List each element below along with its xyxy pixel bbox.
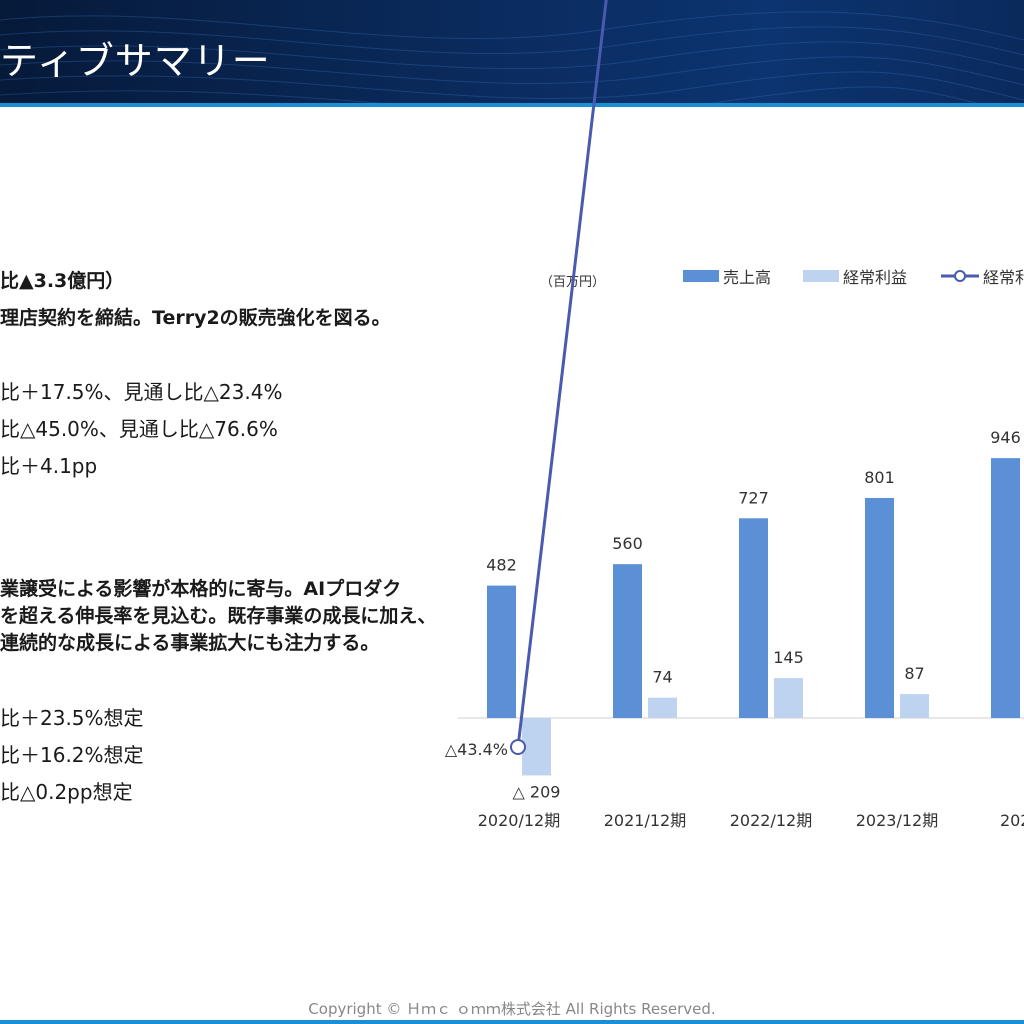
- section1-bullet-2: 比△45.0%、見通し比△76.6%: [0, 417, 278, 441]
- bar-sales-3: [865, 497, 894, 718]
- bar-sales-2: [739, 518, 768, 718]
- x-tick-1: 2021/12期: [604, 811, 686, 830]
- x-tick-4: 2024/: [1000, 811, 1024, 830]
- bar-profit-0: [522, 718, 551, 776]
- bar-sales-4: [991, 458, 1020, 718]
- label-sales-0: 482: [486, 556, 517, 575]
- bar-profit-3: [900, 694, 929, 718]
- section1-heading: 比▲3.3億円）: [0, 270, 125, 292]
- section2-bullet-1: 比＋23.5%想定: [0, 706, 144, 730]
- label-sales-4: 946: [990, 428, 1021, 447]
- label-profit-2: 145: [773, 648, 804, 667]
- section2-bullet-3: 比△0.2pp想定: [0, 780, 133, 804]
- x-tick-3: 2023/12期: [856, 811, 938, 830]
- label-profit-1: 74: [652, 668, 672, 687]
- section1-bullet-3: 比＋4.1pp: [0, 454, 98, 478]
- header-accent-line: [0, 103, 1024, 107]
- section1-bullet-1: 比＋17.5%、見通し比△23.4%: [0, 380, 283, 404]
- section2-line-2: を超える伸長率を見込む。既存事業の成長に加え、: [0, 605, 437, 627]
- label-sales-1: 560: [612, 534, 643, 553]
- legend-label-sales: 売上高: [723, 268, 771, 287]
- bar-profit-2: [774, 678, 803, 718]
- line-ratio: [516, 0, 608, 748]
- section2-line-1: 業譲受による影響が本格的に寄与。AIプロダク: [0, 578, 402, 600]
- label-sales-2: 727: [738, 488, 769, 507]
- section2-line-3: 連続的な成長による事業拡大にも注力する。: [0, 632, 380, 654]
- label-profit-3: 87: [904, 664, 924, 683]
- legend-marker-ratio: [954, 270, 966, 282]
- header-wave-pattern: [0, 11, 1024, 107]
- footer-accent-line: [0, 1020, 1024, 1024]
- section2-bullet-2: 比＋16.2%想定: [0, 743, 144, 767]
- x-tick-0: 2020/12期: [478, 811, 560, 830]
- bar-profit-1: [648, 697, 677, 718]
- label-profit-0: △ 209: [513, 782, 561, 801]
- legend-swatch-sales: [683, 270, 719, 282]
- x-tick-2: 2022/12期: [730, 811, 812, 830]
- point-ratio-0: [510, 739, 526, 755]
- copyright-footer: Copyright © Ｈｍｃ ｏｍｍ株式会社 All Rights Reser…: [308, 1000, 716, 1018]
- chart-legend: 売上高 経常利益 経常利: [683, 268, 1024, 287]
- page-title: ティブサマリー: [0, 39, 271, 83]
- bar-sales-1: [613, 564, 642, 718]
- label-sales-3: 801: [864, 468, 895, 487]
- legend-label-profit: 経常利益: [843, 268, 907, 287]
- section1-note: 理店契約を締結。Terry2の販売強化を図る。: [0, 307, 391, 329]
- bar-sales-0: [487, 585, 516, 718]
- label-ratio-0: △43.4%: [445, 740, 508, 759]
- legend-label-ratio: 経常利: [983, 268, 1024, 287]
- header-banner: ティブサマリー: [0, 0, 1024, 107]
- legend-swatch-profit: [803, 270, 839, 282]
